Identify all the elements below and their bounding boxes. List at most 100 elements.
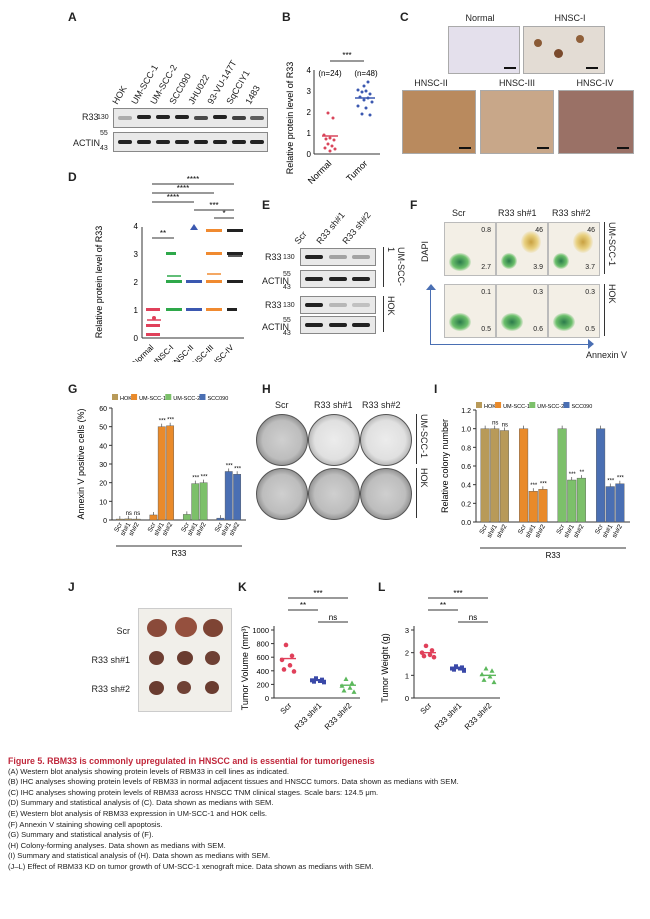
- caption-line-jl: (J–L) Effect of RBM33 KD on tumor growth…: [8, 861, 374, 871]
- bar: [224, 471, 233, 521]
- bar: [216, 517, 225, 521]
- bar-significance: ns: [492, 421, 498, 427]
- panel-d-tick-1: 1: [134, 306, 139, 315]
- panel-a-actin-marker-55: 55: [100, 130, 108, 137]
- caption-line-a: (A) Western blot analysis showing protei…: [8, 766, 289, 776]
- panel-j-row-sh1: R33 sh#1: [91, 655, 130, 665]
- x-category-label: Scr: [180, 521, 191, 534]
- y-tick-label: 600: [256, 653, 269, 662]
- y-tick-label: 0.8: [461, 445, 471, 452]
- legend-swatch: [131, 394, 138, 400]
- y-tick-label: 50: [99, 425, 107, 432]
- bar: [538, 489, 548, 523]
- legend-label: UM-SCC-1: [503, 404, 530, 410]
- panel-e-hok-r33-marker: 130: [283, 302, 295, 309]
- panel-d-ylabel: Relative protein level of R33: [94, 226, 104, 339]
- data-point: [427, 652, 433, 658]
- panel-a-lane-label: 1483: [243, 83, 263, 106]
- panel-e-cell-hok: HOK: [383, 296, 396, 332]
- panel-i-letter: I: [434, 382, 438, 396]
- bar-significance: ***: [226, 463, 234, 469]
- panel-f-col-scr: Scr: [452, 208, 466, 218]
- panel-b-n-normal: (n=24): [318, 69, 342, 78]
- panel-c-title-hnsc-iv: HNSC-IV: [576, 78, 614, 88]
- bar: [166, 425, 175, 521]
- x-category-label: Scr: [517, 523, 528, 536]
- panel-d-letter: D: [68, 170, 77, 184]
- panel-g-bar-chart: Annexin V positive cells (%) 0 10 20 30 40 50 6…: [76, 394, 246, 556]
- panel-j-row-sh2: R33 sh#2: [91, 684, 130, 694]
- panel-d-sig-1: ****: [177, 184, 189, 193]
- bar-significance: ns: [134, 511, 140, 517]
- data-point: [429, 648, 435, 653]
- panel-j-letter: J: [68, 580, 75, 594]
- legend-swatch: [476, 402, 482, 408]
- panel-e-hok-actin-label: ACTIN: [262, 322, 289, 332]
- data-point: [454, 664, 458, 669]
- panel-d-tick-0: 0: [134, 334, 139, 343]
- bar-significance: **: [580, 470, 585, 476]
- y-tick-label: 60: [99, 406, 107, 413]
- panel-f-y-arrow-head: [426, 284, 436, 290]
- y-tick-label: 0.6: [461, 464, 471, 471]
- data-point: [291, 669, 297, 674]
- y-tick-label: 3: [405, 626, 409, 635]
- bar-significance: ***: [617, 476, 625, 482]
- panel-g-letter: G: [68, 382, 78, 396]
- panel-e-umscc1-r33-blot: [300, 248, 376, 266]
- data-point: [281, 667, 287, 672]
- x-category-label: Scr: [279, 701, 294, 716]
- panel-b-tick-1: 1: [307, 129, 312, 138]
- panel-e-hok-r33-blot: [300, 296, 376, 314]
- x-category-label: Scr: [419, 701, 434, 716]
- ihc-hnsc-ii-image: [402, 90, 476, 154]
- x-category-label: Scr: [214, 521, 225, 534]
- bar: [567, 479, 577, 523]
- panel-a-r33-blot: [113, 108, 268, 128]
- data-point: [462, 668, 466, 673]
- legend-swatch: [165, 394, 172, 400]
- panel-e-letter: E: [262, 198, 271, 212]
- legend-label: UM-SCC-1: [139, 396, 166, 402]
- significance-label: ns: [469, 613, 477, 622]
- bar-significance: ***: [540, 481, 548, 487]
- panel-f-col-sh2: R33 sh#2: [552, 208, 591, 218]
- panel-h-col-sh1: R33 sh#1: [314, 400, 353, 410]
- bar: [182, 514, 191, 521]
- data-point: [481, 677, 487, 682]
- legend-label: HOK: [484, 404, 496, 410]
- data-point: [312, 679, 316, 684]
- bar: [519, 428, 529, 523]
- significance-label: ns: [329, 613, 337, 622]
- y-tick-label: 20: [99, 481, 107, 488]
- legend-label: UM-SCC-2: [537, 404, 564, 410]
- panel-f-y-arrow: [430, 288, 431, 344]
- x-category-label: R33 sh#1: [293, 701, 324, 732]
- legend-label: SCC090: [207, 396, 228, 402]
- data-point: [283, 642, 289, 648]
- panel-d-tick-3: 3: [134, 250, 139, 259]
- panel-e-umscc1-actin-blot: [300, 270, 376, 288]
- bar: [605, 486, 615, 523]
- bar: [191, 483, 200, 521]
- bar: [480, 428, 490, 523]
- bar: [233, 474, 242, 521]
- bar-significance: ns: [126, 511, 132, 517]
- panel-c-title-hnsc-iii: HNSC-III: [499, 78, 535, 88]
- panel-c-title-normal: Normal: [465, 13, 495, 23]
- y-tick-label: 1.0: [461, 427, 471, 434]
- colony-dish-umscc1-sh2: [360, 414, 412, 466]
- y-tick-label: 800: [256, 640, 269, 649]
- bar: [499, 430, 509, 523]
- data-point: [423, 643, 429, 649]
- y-tick-label: 400: [256, 667, 269, 676]
- panel-e-umscc1-r33-marker: 130: [283, 254, 295, 261]
- panel-b-scatter: Relative protein level of R33 0 1 2 3 4 …: [285, 51, 380, 186]
- legend-swatch: [495, 402, 502, 408]
- y-tick-label: 0.4: [461, 483, 471, 490]
- panel-h-col-scr: Scr: [275, 400, 289, 410]
- colony-dish-umscc1-scr: [256, 414, 308, 466]
- x-category-label: sh#2: [534, 523, 547, 539]
- axis-ylabel: Tumor Volume (mm³): [240, 626, 250, 711]
- flow-hok-sh2: 0.3 0.5: [548, 284, 600, 338]
